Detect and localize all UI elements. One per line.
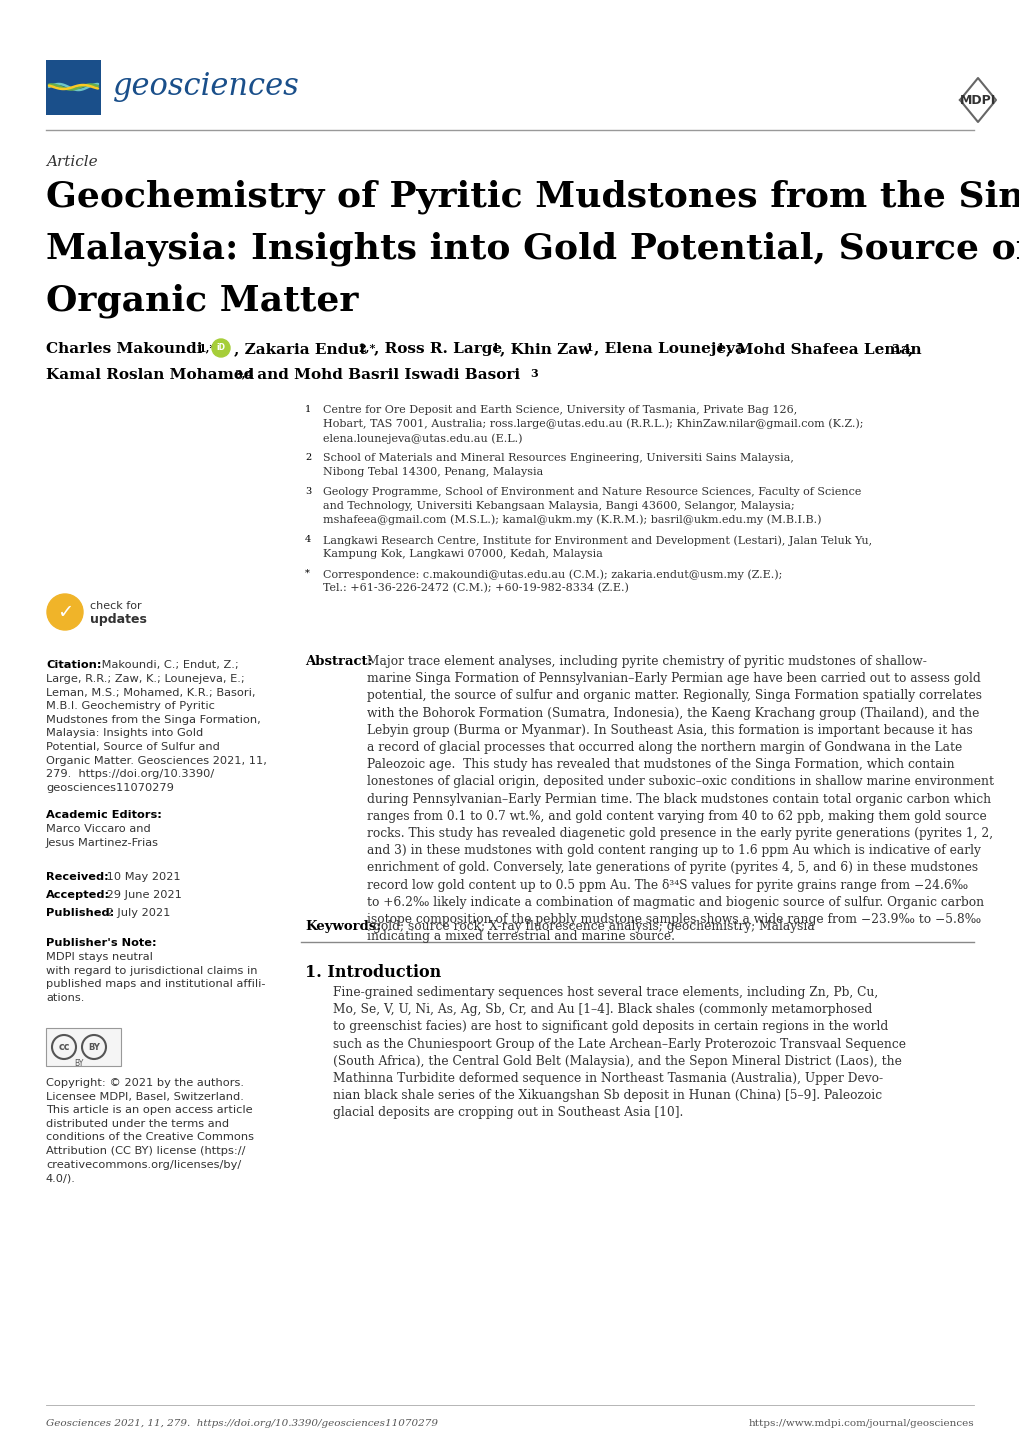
Text: Geosciences 2021, 11, 279.  https://doi.org/10.3390/geosciences11070279: Geosciences 2021, 11, 279. https://doi.o… <box>46 1419 437 1428</box>
Text: Keywords:: Keywords: <box>305 920 381 933</box>
Text: 3: 3 <box>305 487 311 496</box>
Text: MDPI stays neutral
with regard to jurisdictional claims in
published maps and in: MDPI stays neutral with regard to jurisd… <box>46 952 265 1002</box>
Text: 1: 1 <box>716 342 723 353</box>
Text: and Mohd Basril Iswadi Basori: and Mohd Basril Iswadi Basori <box>252 368 520 382</box>
Text: 1: 1 <box>305 405 311 414</box>
Text: Kamal Roslan Mohamed: Kamal Roslan Mohamed <box>46 368 254 382</box>
Text: 4: 4 <box>305 535 311 544</box>
Text: Langkawi Research Centre, Institute for Environment and Development (Lestari), J: Langkawi Research Centre, Institute for … <box>323 535 871 559</box>
Text: 10 May 2021: 10 May 2021 <box>103 872 180 883</box>
Text: 1: 1 <box>586 342 593 353</box>
Text: Large, R.R.; Zaw, K.; Lounejeva, E.;
Leman, M.S.; Mohamed, K.R.; Basori,
M.B.I. : Large, R.R.; Zaw, K.; Lounejeva, E.; Lem… <box>46 673 267 793</box>
Bar <box>46 61 101 115</box>
Text: Centre for Ore Deposit and Earth Science, University of Tasmania, Private Bag 12: Centre for Ore Deposit and Earth Science… <box>323 405 863 444</box>
Text: , Khin Zaw: , Khin Zaw <box>499 342 591 356</box>
Text: Major trace element analyses, including pyrite chemistry of pyritic mudstones of: Major trace element analyses, including … <box>367 655 994 943</box>
Text: BY: BY <box>74 1060 84 1069</box>
Text: Malaysia: Insights into Gold Potential, Source of Sulfur and: Malaysia: Insights into Gold Potential, … <box>46 232 1019 267</box>
Text: , Mohd Shafeea Leman: , Mohd Shafeea Leman <box>726 342 921 356</box>
Text: Organic Matter: Organic Matter <box>46 284 358 319</box>
Text: 2 July 2021: 2 July 2021 <box>103 908 170 919</box>
Text: MDPI: MDPI <box>959 94 996 107</box>
Text: 1. Introduction: 1. Introduction <box>305 965 441 981</box>
Text: iD: iD <box>216 343 225 352</box>
Text: Publisher's Note:: Publisher's Note: <box>46 937 157 947</box>
Text: Correspondence: c.makoundi@utas.edu.au (C.M.); zakaria.endut@usm.my (Z.E.);
Tel.: Correspondence: c.makoundi@utas.edu.au (… <box>323 570 782 594</box>
Text: 29 June 2021: 29 June 2021 <box>103 890 181 900</box>
Text: , Ross R. Large: , Ross R. Large <box>374 342 501 356</box>
Text: https://www.mdpi.com/journal/geosciences: https://www.mdpi.com/journal/geosciences <box>748 1419 973 1428</box>
Text: Charles Makoundi: Charles Makoundi <box>46 342 203 356</box>
Text: Accepted:: Accepted: <box>46 890 110 900</box>
Text: 2: 2 <box>305 453 311 461</box>
Circle shape <box>212 339 229 358</box>
Text: 1,*: 1,* <box>199 342 216 353</box>
Text: Academic Editors:: Academic Editors: <box>46 810 162 820</box>
Circle shape <box>47 594 83 630</box>
Text: 1: 1 <box>491 342 499 353</box>
Text: Citation:: Citation: <box>46 660 102 671</box>
Text: Abstract:: Abstract: <box>305 655 372 668</box>
Text: geosciences: geosciences <box>113 72 300 102</box>
Text: *: * <box>305 570 310 578</box>
Text: 3: 3 <box>530 368 537 379</box>
Text: Received:: Received: <box>46 872 109 883</box>
Text: BY: BY <box>88 1043 100 1051</box>
Text: gold; source rock; X-ray fluorescence analysis; geochemistry; Malaysia: gold; source rock; X-ray fluorescence an… <box>373 920 814 933</box>
Text: ,: , <box>907 342 912 356</box>
Text: , Elena Lounejeva: , Elena Lounejeva <box>593 342 744 356</box>
Text: check for: check for <box>90 601 142 611</box>
Text: 2,*: 2,* <box>358 342 375 353</box>
Text: Fine-grained sedimentary sequences host several trace elements, including Zn, Pb: Fine-grained sedimentary sequences host … <box>332 986 905 1119</box>
Text: , Zakaria Endut: , Zakaria Endut <box>233 342 366 356</box>
Text: updates: updates <box>90 613 147 626</box>
Text: Copyright: © 2021 by the authors.
Licensee MDPI, Basel, Switzerland.
This articl: Copyright: © 2021 by the authors. Licens… <box>46 1079 254 1184</box>
Text: Geology Programme, School of Environment and Nature Resource Sciences, Faculty o: Geology Programme, School of Environment… <box>323 487 860 525</box>
Text: School of Materials and Mineral Resources Engineering, Universiti Sains Malaysia: School of Materials and Mineral Resource… <box>323 453 793 477</box>
Text: Makoundi, C.; Endut, Z.;: Makoundi, C.; Endut, Z.; <box>98 660 238 671</box>
Text: Marco Viccaro and
Jesus Martinez-Frias: Marco Viccaro and Jesus Martinez-Frias <box>46 823 159 848</box>
Text: Published:: Published: <box>46 908 114 919</box>
Text: 3,4: 3,4 <box>891 342 910 353</box>
Text: Article: Article <box>46 154 98 169</box>
Text: ✓: ✓ <box>57 603 73 622</box>
Text: cc: cc <box>58 1043 69 1053</box>
Text: Geochemistry of Pyritic Mudstones from the Singa Formation,: Geochemistry of Pyritic Mudstones from t… <box>46 180 1019 215</box>
Bar <box>46 1028 121 1066</box>
Text: 3,4: 3,4 <box>233 368 253 379</box>
